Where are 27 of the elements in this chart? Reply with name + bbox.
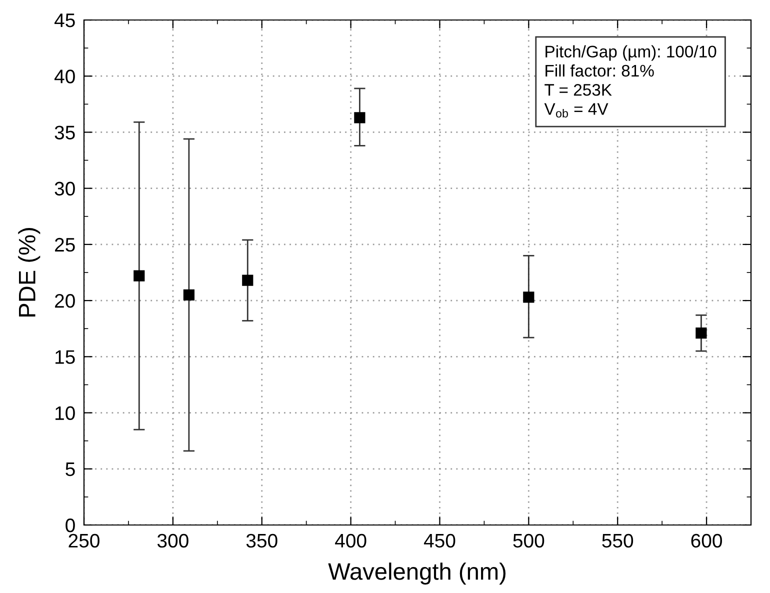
y-tick-label: 40 xyxy=(54,70,75,84)
y-tick-label: 20 xyxy=(55,294,75,308)
y-axis-title: PDE (%) xyxy=(18,228,40,316)
x-axis-title: Wavelength (nm) xyxy=(328,562,506,585)
x-tick-label: 500 xyxy=(513,534,544,548)
y-tick-label: 15 xyxy=(56,350,75,364)
point xyxy=(696,328,707,339)
annotation: Pitch/Gap (µm): 100/10 Fill factor: 81% T = 253K V$_{ob}$ = 4V xyxy=(544,45,716,118)
point xyxy=(242,274,254,286)
x-tick-label: 250 xyxy=(68,534,100,548)
x-tick-label: 600 xyxy=(691,534,722,548)
x-tick-label: 450 xyxy=(424,534,456,548)
y-tick-label: 30 xyxy=(54,182,75,196)
point xyxy=(183,289,194,300)
point xyxy=(134,270,145,282)
x-tick-label: 550 xyxy=(602,534,634,548)
y-tick-label: 25 xyxy=(55,238,75,252)
x-tick-label: 350 xyxy=(246,534,278,548)
y-tick-label: 35 xyxy=(54,126,75,140)
y-tick-label: 45 xyxy=(54,14,75,28)
y-tick-label: 0 xyxy=(66,518,75,532)
x-tick-label: 300 xyxy=(157,534,188,548)
y-tick-label: 10 xyxy=(56,406,75,420)
x-tick-label: 400 xyxy=(335,534,366,548)
point xyxy=(354,112,366,124)
point xyxy=(523,292,534,303)
y-tick-label: 5 xyxy=(66,462,75,476)
